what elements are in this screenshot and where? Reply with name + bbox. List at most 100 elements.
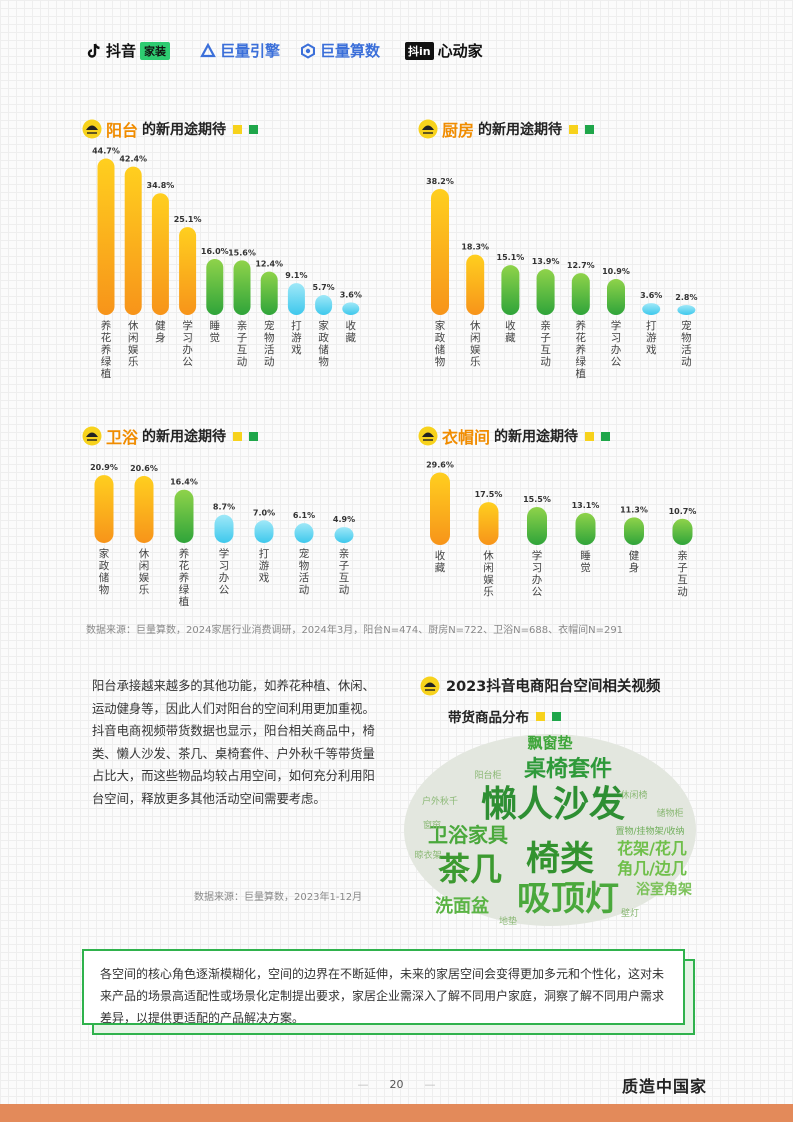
- word-zhiwu: 置物/挂物架/收纳: [615, 825, 684, 837]
- balcony-bar-6: [260, 271, 278, 315]
- kitchen-category-label-4: 养花养绿植: [576, 319, 587, 380]
- word-chuanglian: 窗帘: [423, 819, 441, 831]
- page-number-dash-left: —: [357, 1078, 390, 1091]
- bathroom-category-label-5: 宠物活动: [299, 547, 310, 596]
- bathroom-category-label-3: 学习办公: [219, 547, 230, 596]
- legend-green-square: [249, 124, 259, 134]
- kitchen-bar-6: [642, 303, 661, 315]
- bathroom-value-label-4: 7.0%: [253, 508, 275, 517]
- legend-yellow-square: [585, 431, 595, 441]
- balcony-value-label-4: 16.0%: [201, 247, 229, 256]
- bathroom-category-label-2: 养花养绿植: [179, 547, 190, 608]
- balcony-category-label-9: 收藏: [346, 319, 357, 344]
- cloakroom-category-label-1: 休闲娱乐: [483, 550, 494, 598]
- kitchen-title-rest: 的新用途期待: [478, 122, 563, 138]
- balcony-bar-8: [315, 295, 333, 315]
- douin-xindongjia-logo: 抖in 心动家: [405, 40, 483, 61]
- ocean-engine-logo-text: 巨量引擎: [220, 42, 281, 60]
- word-bideng: 壁灯: [621, 907, 639, 919]
- cloakroom-category-label-2: 学习办公: [532, 549, 543, 598]
- balcony-category-label-2: 健身: [155, 320, 166, 344]
- word-liangyijia: 晾衣架: [414, 849, 441, 861]
- kitchen-bar-1: [466, 254, 485, 315]
- legend-yellow-square: [536, 711, 545, 721]
- bathroom-category-label-6: 亲子互动: [339, 547, 350, 596]
- balcony-category-label-0: 养花养绿植: [101, 319, 112, 380]
- balcony-category-label-7: 打游戏: [291, 319, 302, 356]
- kitchen-title-highlight: 厨房: [442, 121, 475, 140]
- bathroom-bar-6: [334, 527, 354, 543]
- douyin-home-logo: 抖音 家装: [86, 40, 171, 61]
- balcony-category-label-5: 亲子互动: [237, 319, 248, 368]
- ocean-suanshu-icon: [301, 42, 315, 59]
- bathroom-category-label-4: 打游戏: [259, 547, 270, 584]
- cloakroom-bar-0: [430, 472, 450, 545]
- balcony-bar-chart: 44.7% 养花养绿植 42.4% 休闲娱乐 34.8% 健身 25.1% 学习办公 16.0%…: [92, 147, 362, 380]
- balcony-bar-2: [151, 193, 169, 315]
- bathroom-bar-3: [214, 514, 234, 543]
- lamp-icon: [418, 119, 438, 139]
- word-yilei: 椅类: [526, 839, 594, 879]
- balcony-value-label-3: 25.1%: [174, 215, 202, 224]
- balcony-category-label-1: 休闲娱乐: [128, 320, 139, 368]
- douin-logo-box: 抖in: [405, 41, 434, 60]
- balcony-title-highlight: 阳台: [106, 121, 139, 140]
- balcony-title-rest: 的新用途期待: [142, 122, 227, 138]
- bathroom-title-highlight: 卫浴: [106, 428, 139, 447]
- word-chuwugui: 储物柜: [656, 807, 683, 819]
- cloakroom-value-label-1: 17.5%: [475, 490, 503, 499]
- balcony-bar-7: [287, 283, 305, 315]
- balcony-value-label-0: 44.7%: [92, 147, 120, 156]
- bathroom-category-label-1: 休闲娱乐: [139, 548, 150, 596]
- word-piaochuangdian: 飘窗垫: [527, 734, 572, 752]
- lamp-icon: [418, 426, 438, 446]
- kitchen-category-label-3: 亲子互动: [540, 319, 551, 368]
- word-huajia: 花架/花几: [617, 839, 687, 858]
- page-number-value: 20: [389, 1078, 404, 1091]
- word-lanrenshafa: 懒人沙发: [481, 784, 625, 825]
- wordcloud-title: 2023抖音电商阳台空间相关视频: [420, 675, 660, 696]
- kitchen-bar-3: [536, 269, 555, 315]
- word-didian: 地垫: [499, 915, 517, 927]
- balcony-category-label-6: 宠物活动: [264, 319, 275, 368]
- bathroom-value-label-0: 20.9%: [90, 463, 118, 472]
- balcony-value-label-5: 15.6%: [228, 248, 256, 257]
- kitchen-value-label-3: 13.9%: [532, 257, 560, 266]
- bathroom-value-label-5: 6.1%: [293, 511, 315, 520]
- balcony-bar-5: [233, 260, 251, 315]
- balcony-value-label-6: 12.4%: [255, 260, 283, 269]
- balcony-bar-9: [342, 302, 360, 315]
- kitchen-value-label-2: 15.1%: [497, 253, 525, 262]
- legend-green-square: [249, 431, 259, 441]
- kitchen-value-label-6: 3.6%: [640, 291, 662, 300]
- cloakroom-category-label-0: 收藏: [435, 549, 446, 574]
- legend-green-square: [552, 711, 561, 721]
- cloakroom-value-label-5: 10.7%: [669, 507, 697, 516]
- xindongjia-logo-text: 心动家: [437, 42, 483, 60]
- balcony-bar-4: [206, 259, 224, 315]
- cloakroom-bar-3: [575, 512, 596, 545]
- kitchen-bar-2: [501, 265, 520, 315]
- word-chaji: 茶几: [438, 850, 502, 888]
- kitchen-value-label-0: 38.2%: [426, 177, 454, 186]
- word-jiaoji: 角几/边几: [617, 859, 687, 878]
- ocean-suanshu-logo-text: 巨量算数: [320, 42, 381, 60]
- page-number-dash-right: —: [403, 1078, 436, 1091]
- ocean-engine-icon: [200, 42, 216, 57]
- page-number: — 20 —: [0, 1078, 793, 1091]
- balcony-value-label-7: 9.1%: [285, 271, 307, 280]
- douyin-note-icon: [87, 43, 100, 58]
- bathroom-value-label-2: 16.4%: [170, 478, 198, 487]
- bathroom-value-label-3: 8.7%: [213, 503, 235, 512]
- kitchen-bar-chart: 38.2% 家政储物 18.3% 休闲娱乐 15.1% 收藏 13.9% 亲子互动 12.7% 养…: [426, 177, 697, 380]
- balcony-analysis-paragraph: 阳台承接越来越多的其他功能，如养花种植、休闲、运动健身等，因此人们对阳台的空间利…: [92, 679, 375, 806]
- kitchen-category-label-6: 打游戏: [646, 319, 657, 356]
- kitchen-value-label-7: 2.8%: [675, 293, 697, 302]
- kitchen-category-label-2: 收藏: [505, 319, 516, 344]
- kitchen-category-label-5: 学习办公: [611, 319, 622, 368]
- balcony-value-label-2: 34.8%: [147, 181, 175, 190]
- word-ximianpen: 洗面盆: [435, 895, 490, 917]
- kitchen-bar-7: [677, 305, 696, 315]
- word-zhuoyitaojian: 桌椅套件: [524, 756, 612, 782]
- word-huwaiqiuqian: 户外秋千: [422, 795, 458, 807]
